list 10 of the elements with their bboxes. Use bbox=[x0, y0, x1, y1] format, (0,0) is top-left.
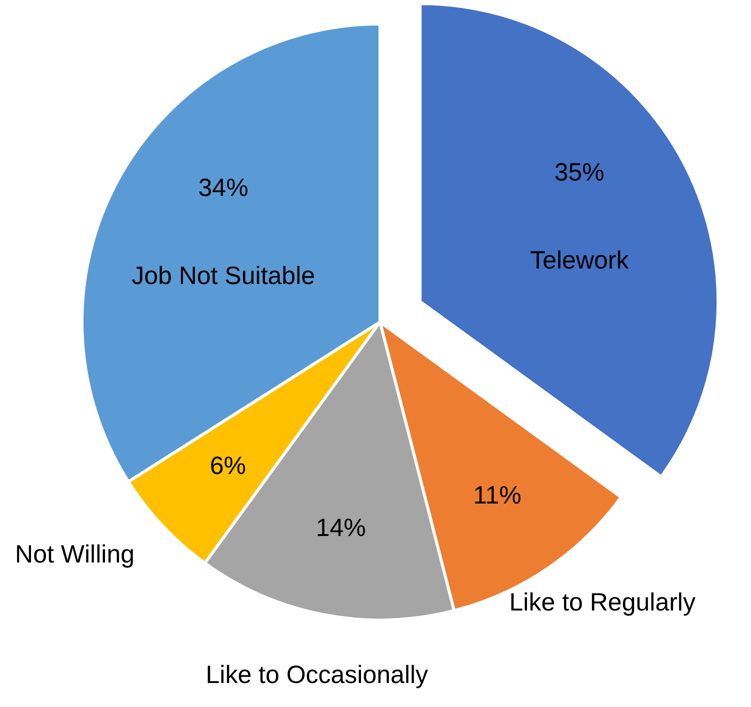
data-label: 35% bbox=[554, 158, 604, 186]
data-label: 11% bbox=[473, 482, 522, 510]
slice-label: Like to Occasionally bbox=[206, 660, 429, 689]
slice-label: Telework bbox=[530, 246, 630, 274]
slice-label: Not Willing bbox=[15, 540, 135, 569]
data-label: 34% bbox=[198, 174, 248, 202]
data-label: 6% bbox=[210, 452, 246, 480]
data-label: 14% bbox=[316, 514, 366, 542]
slice-label: Like to Regularly bbox=[509, 588, 696, 617]
slice-label: Job Not Suitable bbox=[132, 262, 316, 290]
